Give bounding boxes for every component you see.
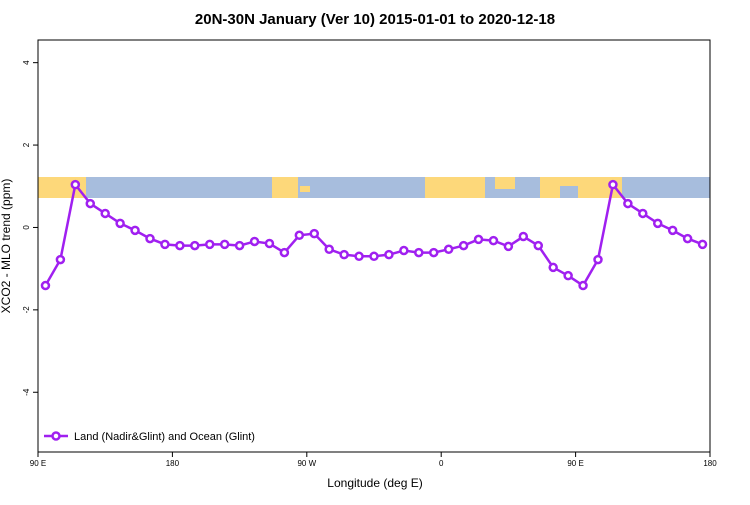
data-point: [100, 208, 110, 219]
data-point: [623, 198, 633, 209]
data-point: [414, 247, 424, 258]
data-point: [339, 249, 349, 260]
data-point: [234, 240, 245, 251]
y-axis-label: XCO2 - MLO trend (ppm): [0, 179, 13, 314]
legend-marker: [51, 431, 61, 441]
data-point: [399, 245, 409, 256]
y-tick-label: -4: [22, 388, 31, 396]
data-point: [70, 179, 81, 190]
data-point: [190, 240, 200, 251]
x-tick-label: 0: [439, 459, 444, 468]
data-point: [309, 228, 320, 239]
y-tick-label: -2: [22, 306, 31, 314]
data-point: [130, 225, 140, 236]
x-tick-label: 90 E: [30, 459, 46, 468]
data-point: [638, 208, 648, 219]
data-point: [354, 251, 364, 262]
series-line: [44, 181, 703, 288]
x-tick-label: 90 W: [297, 459, 316, 468]
data-point: [294, 230, 305, 241]
data-point: [563, 270, 573, 281]
data-point: [428, 247, 439, 258]
chart-title: 20N-30N January (Ver 10) 2015-01-01 to 2…: [195, 11, 555, 28]
data-point: [682, 233, 693, 244]
data-point: [518, 231, 529, 242]
data-point: [593, 254, 603, 265]
data-point: [264, 238, 275, 249]
x-axis-label: Longitude (deg E): [327, 476, 422, 490]
y-tick-label: 0: [22, 225, 31, 230]
data-point: [652, 218, 663, 229]
data-point: [473, 234, 484, 245]
data-point: [55, 254, 66, 265]
data-point: [503, 241, 514, 252]
data-point: [175, 240, 185, 251]
data-point: [667, 225, 678, 236]
data-point: [279, 247, 290, 258]
data-point: [443, 244, 454, 255]
data-point: [219, 239, 230, 250]
legend-label: Land (Nadir&Glint) and Ocean (Glint): [74, 431, 255, 443]
data-point: [458, 240, 469, 251]
data-point: [369, 251, 379, 262]
data-point: [533, 240, 544, 251]
data-point: [145, 233, 155, 244]
data-point: [249, 236, 260, 247]
data-point: [384, 249, 394, 260]
data-point: [578, 280, 588, 291]
data-point: [608, 179, 618, 190]
x-tick-label: 180: [703, 459, 717, 468]
data-point: [85, 198, 96, 209]
y-tick-label: 4: [22, 60, 31, 65]
data-point: [324, 244, 334, 255]
y-tick-label: 2: [22, 142, 31, 147]
x-tick-label: 90 E: [567, 459, 583, 468]
map-band: [38, 177, 710, 198]
data-point: [160, 239, 170, 250]
x-tick-label: 180: [166, 459, 180, 468]
data-point: [40, 280, 51, 291]
data-point: [488, 235, 499, 246]
data-point: [115, 218, 125, 229]
data-point: [204, 239, 215, 250]
data-point: [548, 262, 558, 273]
data-point: [697, 239, 708, 250]
plot-frame: [37, 39, 711, 453]
